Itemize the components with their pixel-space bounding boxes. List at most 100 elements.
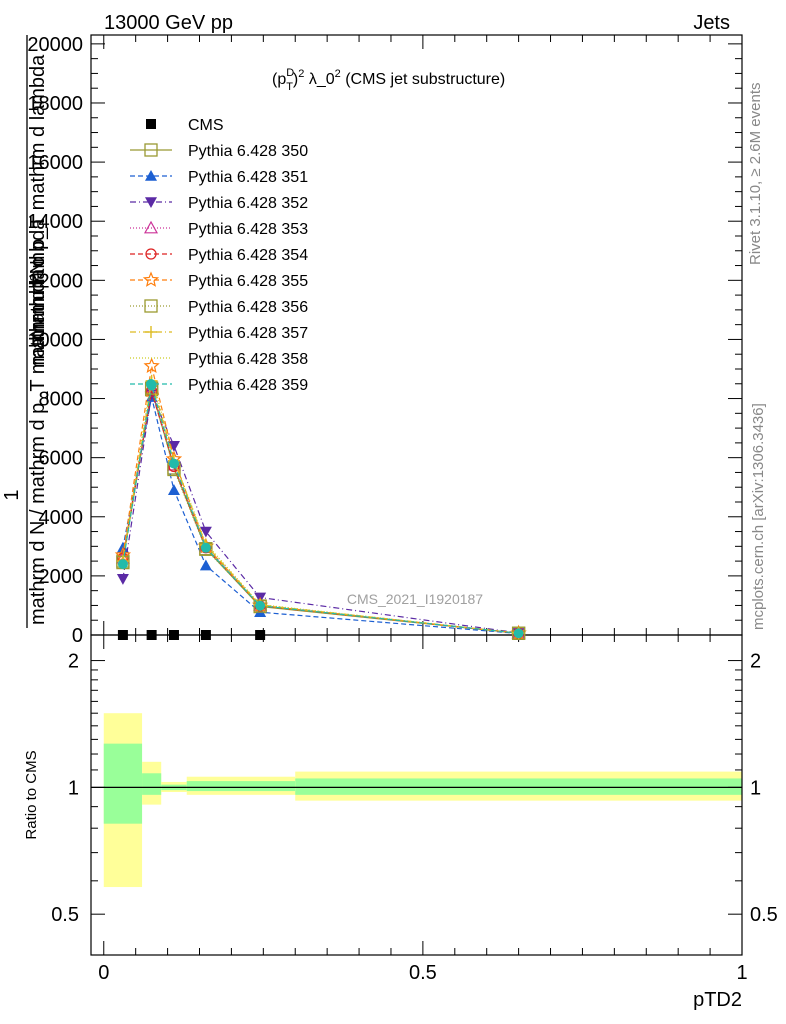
legend-item: Pythia 6.428 352	[130, 195, 308, 212]
legend-marker	[145, 326, 157, 338]
legend-marker	[146, 119, 156, 129]
ratio-tick-label-right: 0.5	[750, 904, 778, 926]
ratio-tick-label-left: 1	[68, 777, 79, 799]
ratio-band-green	[142, 773, 162, 795]
legend-label: Pythia 6.428 351	[188, 169, 308, 186]
series-10	[117, 380, 524, 639]
data-point	[168, 458, 179, 469]
mcplots-label: mcplots.cern.ch [arXiv:1306.3436]	[750, 403, 767, 630]
data-point	[255, 600, 266, 611]
data-point	[168, 630, 179, 640]
legend-marker	[145, 248, 157, 260]
legend-label: Pythia 6.428 355	[188, 273, 308, 290]
legend-label: Pythia 6.428 353	[188, 221, 308, 238]
x-axis-label: pTD2	[693, 989, 742, 1011]
y-label-inner: mathrm d p_T mathrm d lambda	[27, 54, 49, 340]
legend-marker	[144, 299, 158, 313]
ratio-tick-label-left: 2	[68, 651, 79, 673]
ratio-frame	[90, 634, 743, 956]
legend-item: CMS	[146, 117, 224, 134]
x-axis-ticks: 0 0.5 1	[98, 35, 748, 984]
header-right: Jets	[693, 12, 730, 34]
x-tick-label: 0	[98, 962, 109, 984]
series-line	[122, 386, 519, 634]
legend-item: Pythia 6.428 355	[130, 271, 308, 290]
legend-marker	[145, 197, 157, 208]
y-tick-label: 4000	[39, 507, 84, 529]
y-tick-label: 16000	[27, 152, 83, 174]
ratio-tick-label-right: 1	[750, 777, 761, 799]
ratio-band-green	[103, 743, 143, 824]
x-tick-label: 0.5	[409, 962, 437, 984]
y-tick-label: 14000	[27, 211, 83, 233]
y-tick-label: 2000	[39, 566, 84, 588]
legend-marker	[146, 379, 156, 389]
data-point	[143, 357, 160, 373]
rivet-version-label: Rivet 3.1.10, ≥ 2.6M events	[747, 83, 764, 266]
legend-item: Pythia 6.428 350	[130, 143, 308, 160]
legend-marker	[143, 220, 159, 234]
y-tick-label: 10000	[27, 329, 83, 351]
analysis-watermark: CMS_2021_I1920187	[347, 591, 483, 607]
legend-item: Pythia 6.428 354	[130, 247, 308, 264]
ratio-band-green	[295, 778, 742, 795]
legend-marker	[142, 271, 160, 287]
legend-label: CMS	[188, 117, 224, 134]
data-point	[255, 630, 266, 640]
ratio-tick-label-left: 0.5	[51, 904, 79, 926]
series-line	[122, 380, 519, 634]
y-tick-label: 20000	[27, 34, 83, 56]
legend-item: Pythia 6.428 351	[130, 169, 308, 186]
data-point	[167, 484, 180, 495]
y-label-denominator: mathrm d N / mathrm d p_T mathrm d lambd…	[27, 218, 49, 625]
series-9	[122, 376, 519, 634]
legend-label: Pythia 6.428 356	[188, 299, 308, 316]
series-line	[122, 376, 519, 634]
legend-item: Pythia 6.428 359	[130, 377, 308, 394]
main-panel-title: (pD T)2 λ_02 (CMS jet substructure)	[272, 67, 505, 93]
legend-item: Pythia 6.428 357	[130, 325, 308, 342]
main-y-axis-label: mathrm d²N mathrm d p_T mathrm d lambda …	[1, 35, 49, 628]
data-point	[146, 630, 157, 640]
series-line	[122, 385, 519, 634]
ratio-tick-label-right: 2	[750, 651, 761, 673]
data-point	[199, 526, 212, 538]
series-layer	[114, 357, 527, 641]
data-point	[513, 628, 524, 639]
ratio-band-green	[186, 781, 296, 792]
legend-label: Pythia 6.428 359	[188, 377, 308, 394]
legend-label: Pythia 6.428 350	[188, 143, 308, 160]
series-line	[122, 396, 519, 635]
data-point	[167, 441, 180, 452]
legend-item: Pythia 6.428 356	[130, 299, 308, 316]
data-point	[117, 630, 128, 640]
ratio-bands	[103, 713, 742, 888]
legend-label: Pythia 6.428 352	[188, 195, 308, 212]
main-axis-ticks: 0 2000 4000 6000 8000 10000 12000 14000 16000 180…	[27, 34, 742, 647]
y-tick-label: 12000	[27, 270, 83, 292]
data-point	[200, 630, 211, 640]
data-point	[200, 542, 211, 553]
y-label-numerator: mathrm d²N	[27, 260, 49, 366]
legend: CMS Pythia 6.428 350 Pythia 6.428 351 Pythi…	[130, 117, 308, 394]
ratio-y-label: Ratio to CMS	[23, 750, 40, 839]
x-tick-label: 1	[736, 962, 747, 984]
data-point	[117, 559, 128, 570]
legend-marker	[144, 143, 158, 157]
legend-item: Pythia 6.428 353	[130, 220, 308, 238]
legend-label: Pythia 6.428 358	[188, 351, 308, 368]
y-tick-label: 6000	[39, 448, 84, 470]
header-left: 13000 GeV pp	[104, 12, 233, 34]
legend-label: Pythia 6.428 354	[188, 247, 308, 264]
legend-marker	[145, 170, 157, 181]
legend-item: Pythia 6.428 358	[130, 351, 308, 368]
y-tick-label: 8000	[39, 389, 84, 411]
y-label-one: 1	[1, 489, 23, 500]
data-point	[116, 574, 129, 585]
ratio-axis-ticks: 0.5 0.5 1 1 2 2	[51, 651, 778, 927]
series-line	[122, 391, 519, 634]
y-tick-label: 18000	[27, 93, 83, 115]
y-tick-label: 0	[72, 625, 83, 647]
legend-label: Pythia 6.428 357	[188, 325, 308, 342]
